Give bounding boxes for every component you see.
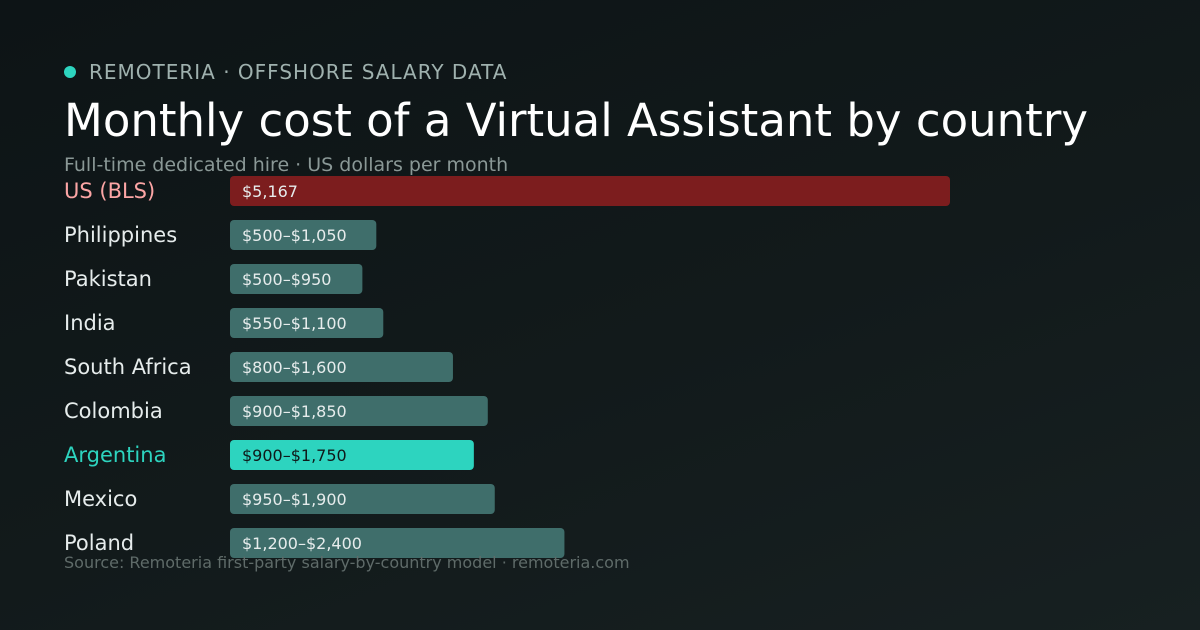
bar-south-africa — [230, 352, 453, 382]
bar-argentina — [230, 440, 474, 470]
bar-india — [230, 308, 384, 338]
bar-value-label-us-bls: $5,167 — [242, 182, 298, 201]
category-label-poland: Poland — [64, 531, 134, 555]
brand-label: REMOTERIA · OFFSHORE SALARY DATA — [89, 60, 508, 84]
bar-us-bls — [230, 176, 950, 206]
bar-value-label-argentina: $900–$1,750 — [242, 446, 347, 465]
bar-pakistan — [230, 264, 363, 294]
bar-mexico — [230, 484, 495, 514]
category-label-south-africa: South Africa — [64, 355, 192, 379]
category-label-india: India — [64, 311, 116, 335]
bar-philippines — [230, 220, 377, 250]
category-label-mexico: Mexico — [64, 487, 137, 511]
bar-value-label-philippines: $500–$1,050 — [242, 226, 347, 245]
source-note: Source: Remoteria first-party salary-by-… — [64, 553, 630, 572]
chart-subtitle: Full-time dedicated hire · US dollars pe… — [64, 154, 509, 176]
bar-value-label-colombia: $900–$1,850 — [242, 402, 347, 421]
bar-value-label-india: $550–$1,100 — [242, 314, 347, 333]
category-label-argentina: Argentina — [64, 443, 166, 467]
category-label-philippines: Philippines — [64, 223, 177, 247]
bar-value-label-south-africa: $800–$1,600 — [242, 358, 347, 377]
bar-value-label-pakistan: $500–$950 — [242, 270, 331, 289]
chart-title: Monthly cost of a Virtual Assistant by c… — [64, 94, 1088, 147]
brand-header: REMOTERIA · OFFSHORE SALARY DATA — [64, 60, 507, 84]
bar-value-label-poland: $1,200–$2,400 — [242, 534, 362, 553]
category-label-us-bls: US (BLS) — [64, 179, 155, 203]
brand-dot-icon — [64, 66, 76, 78]
bar-value-label-mexico: $950–$1,900 — [242, 490, 347, 509]
category-label-colombia: Colombia — [64, 399, 163, 423]
bar-poland — [230, 528, 565, 558]
bar-colombia — [230, 396, 488, 426]
category-label-pakistan: Pakistan — [64, 267, 152, 291]
